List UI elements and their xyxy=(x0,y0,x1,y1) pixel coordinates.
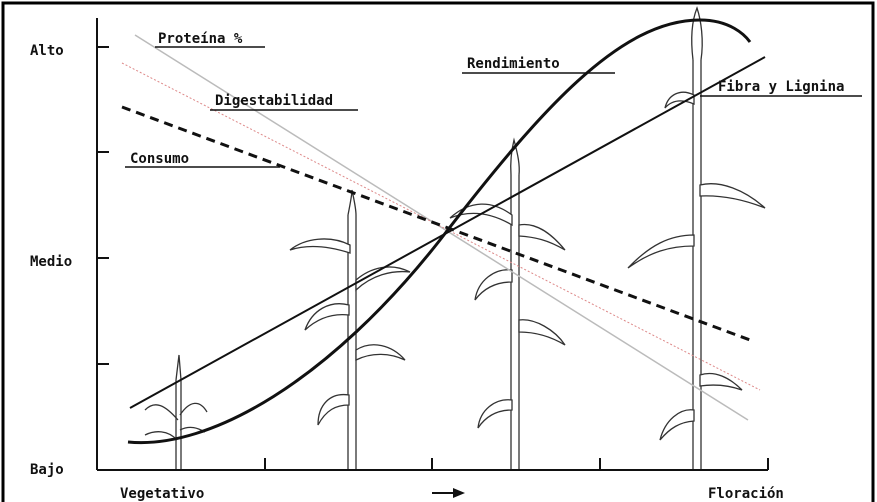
intake-curve xyxy=(122,107,750,340)
arrow xyxy=(432,488,465,498)
plants xyxy=(145,8,765,470)
curve-label: Digestabilidad xyxy=(215,93,333,109)
diagram: Alto Medio Bajo Vegetativo Floración Pro… xyxy=(0,0,877,502)
curve-label: Fibra y Lignina xyxy=(718,79,844,95)
x-label: Vegetativo xyxy=(120,486,204,502)
curve-label: Proteína % xyxy=(158,31,243,47)
y-label: Medio xyxy=(30,254,72,270)
yield-curve xyxy=(128,20,750,443)
curve-label: Rendimiento xyxy=(467,56,560,72)
curves xyxy=(122,20,765,443)
y-label: Bajo xyxy=(30,462,64,478)
frame xyxy=(3,3,873,502)
curve-label: Consumo xyxy=(130,151,189,167)
x-label: Floración xyxy=(708,486,784,502)
y-label: Alto xyxy=(30,43,64,59)
